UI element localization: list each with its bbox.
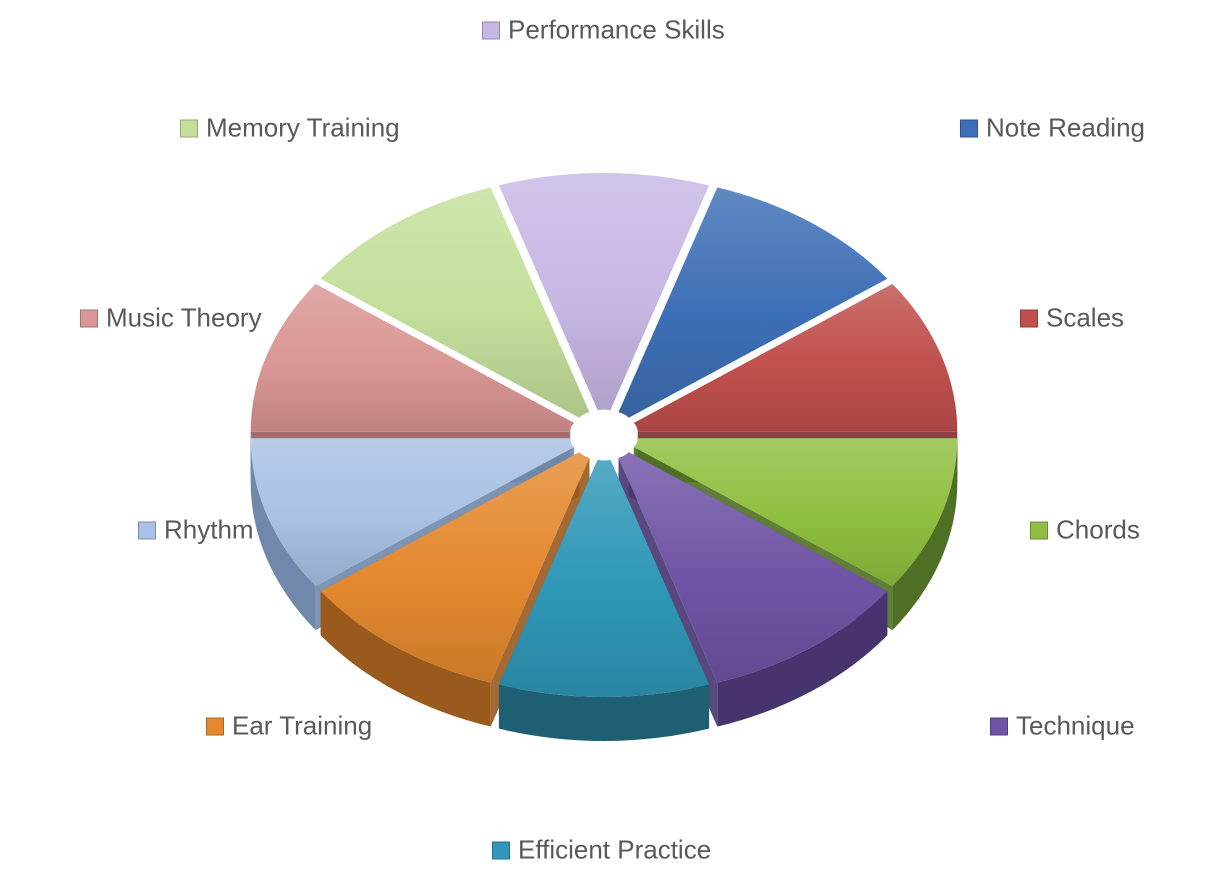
legend-swatch: [482, 21, 500, 39]
legend-swatch: [960, 119, 978, 137]
legend-swatch: [492, 841, 510, 859]
pie-label: Performance Skills: [482, 15, 725, 46]
pie-label-text: Technique: [1016, 711, 1135, 742]
pie-label: Rhythm: [138, 515, 254, 546]
pie-label-text: Memory Training: [206, 113, 400, 144]
legend-swatch: [1030, 521, 1048, 539]
pie-label: Note Reading: [960, 113, 1145, 144]
pie-label: Memory Training: [180, 113, 400, 144]
legend-swatch: [990, 717, 1008, 735]
legend-swatch: [138, 521, 156, 539]
pie-label: Ear Training: [206, 711, 372, 742]
pie-chart-3d: Performance Skills Note Reading Scales Chor…: [0, 0, 1209, 896]
pie-label-text: Scales: [1046, 303, 1124, 334]
pie-label-text: Ear Training: [232, 711, 372, 742]
pie-label-text: Music Theory: [106, 303, 262, 334]
legend-swatch: [80, 309, 98, 327]
pie-label: Chords: [1030, 515, 1140, 546]
pie-label-text: Rhythm: [164, 515, 254, 546]
pie-label: Music Theory: [80, 303, 262, 334]
legend-swatch: [206, 717, 224, 735]
pie-label-text: Efficient Practice: [518, 835, 711, 866]
pie-label: Scales: [1020, 303, 1124, 334]
pie-label: Technique: [990, 711, 1135, 742]
pie-label: Efficient Practice: [492, 835, 711, 866]
legend-swatch: [1020, 309, 1038, 327]
pie-label-text: Note Reading: [986, 113, 1145, 144]
pie-label-text: Chords: [1056, 515, 1140, 546]
pie-label-text: Performance Skills: [508, 15, 725, 46]
legend-swatch: [180, 119, 198, 137]
